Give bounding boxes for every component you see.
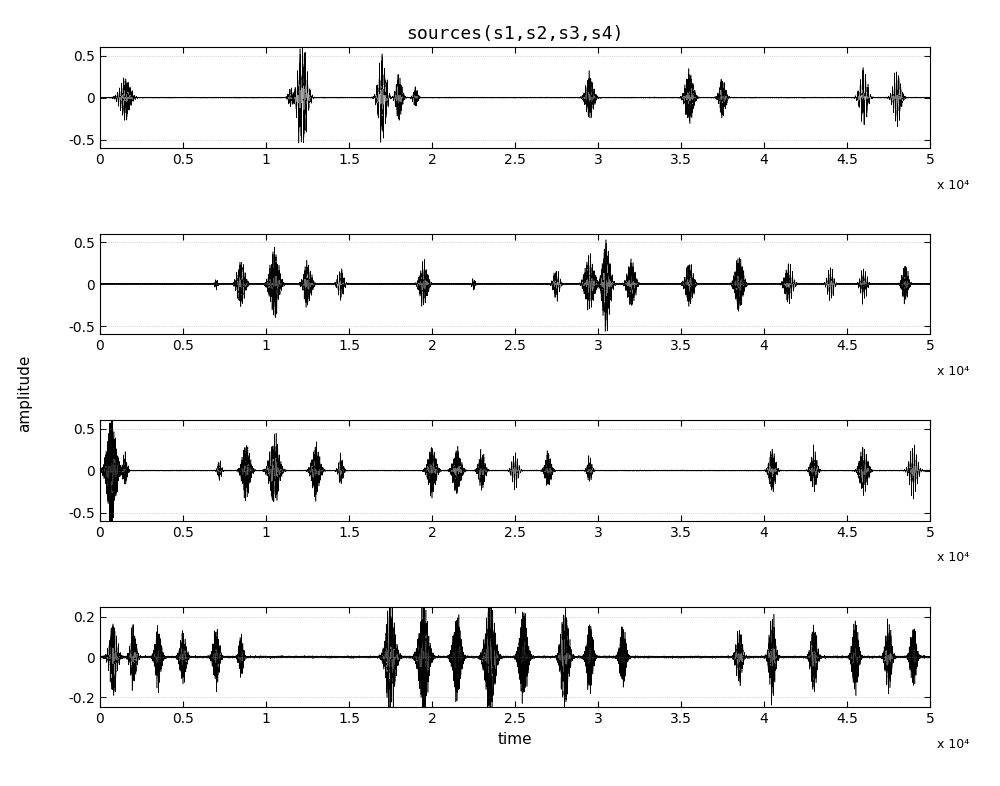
- Text: x 10⁴: x 10⁴: [937, 738, 969, 751]
- Text: x 10⁴: x 10⁴: [937, 178, 969, 192]
- Title: sources(s1,s2,s3,s4): sources(s1,s2,s3,s4): [406, 25, 624, 42]
- Text: x 10⁴: x 10⁴: [937, 365, 969, 378]
- Text: x 10⁴: x 10⁴: [937, 552, 969, 564]
- Text: amplitude: amplitude: [17, 354, 32, 432]
- X-axis label: time: time: [498, 732, 532, 747]
